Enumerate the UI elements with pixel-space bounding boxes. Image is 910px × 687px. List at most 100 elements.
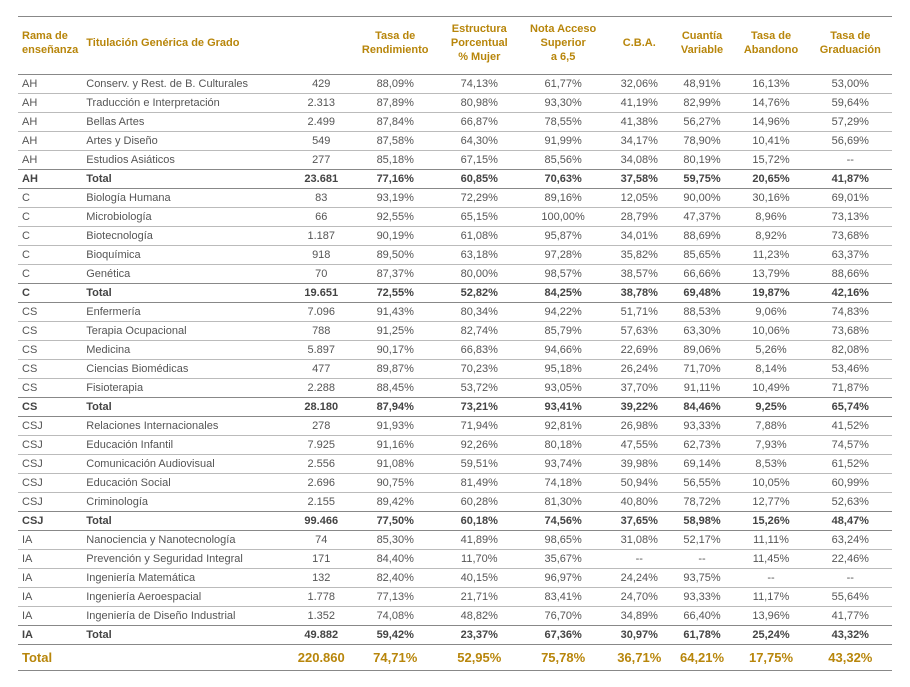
cell: CSJ (18, 436, 82, 455)
cell: CS (18, 341, 82, 360)
cell: Medicina (82, 341, 292, 360)
cell: 82,08% (809, 341, 892, 360)
cell: 53,00% (809, 75, 892, 94)
table-row: CSJRelaciones Internacionales27891,93%71… (18, 417, 892, 436)
table-row: CBiotecnología1.18790,19%61,08%95,87%34,… (18, 227, 892, 246)
cell: 74,71% (350, 645, 440, 671)
cell: 93,05% (518, 379, 607, 398)
table-row: CSCiencias Biomédicas47789,87%70,23%95,1… (18, 360, 892, 379)
cell: CSJ (18, 474, 82, 493)
cell: 34,89% (608, 607, 671, 626)
column-header-rend: Tasa deRendimiento (350, 17, 440, 75)
cell: 26,24% (608, 360, 671, 379)
cell: 49.882 (292, 626, 350, 645)
cell: -- (608, 550, 671, 569)
cell (82, 645, 292, 671)
cell: 20,65% (733, 170, 808, 189)
cell: 91,08% (350, 455, 440, 474)
subtotal-row: AHTotal23.68177,16%60,85%70,63%37,58%59,… (18, 170, 892, 189)
cell: 74,13% (440, 75, 518, 94)
cell: 91,25% (350, 322, 440, 341)
cell: 77,13% (350, 588, 440, 607)
cell: 85,56% (518, 151, 607, 170)
cell: 61,78% (671, 626, 734, 645)
cell: 38,57% (608, 265, 671, 284)
cell: 15,26% (733, 512, 808, 531)
cell: Microbiología (82, 208, 292, 227)
cell: 11,17% (733, 588, 808, 607)
cell: 171 (292, 550, 350, 569)
cell: 10,49% (733, 379, 808, 398)
cell: 11,11% (733, 531, 808, 550)
cell: 12,77% (733, 493, 808, 512)
cell: 64,21% (671, 645, 734, 671)
cell: 98,65% (518, 531, 607, 550)
cell: 132 (292, 569, 350, 588)
subtotal-row: CSJTotal99.46677,50%60,18%74,56%37,65%58… (18, 512, 892, 531)
cell: 81,49% (440, 474, 518, 493)
cell: 69,01% (809, 189, 892, 208)
cell: 65,15% (440, 208, 518, 227)
cell: Total (82, 626, 292, 645)
cell: 58,98% (671, 512, 734, 531)
table-row: CMicrobiología6692,55%65,15%100,00%28,79… (18, 208, 892, 227)
table-row: AHArtes y Diseño54987,58%64,30%91,99%34,… (18, 132, 892, 151)
cell: 84,25% (518, 284, 607, 303)
cell: 90,00% (671, 189, 734, 208)
cell: 47,55% (608, 436, 671, 455)
cell: 59,75% (671, 170, 734, 189)
cell: 66,83% (440, 341, 518, 360)
cell: CSJ (18, 512, 82, 531)
cell: 72,55% (350, 284, 440, 303)
cell: 60,99% (809, 474, 892, 493)
cell: 65,74% (809, 398, 892, 417)
table-row: CGenética7087,37%80,00%98,57%38,57%66,66… (18, 265, 892, 284)
cell: 59,42% (350, 626, 440, 645)
cell: 69,14% (671, 455, 734, 474)
cell: 31,08% (608, 531, 671, 550)
cell: 51,71% (608, 303, 671, 322)
cell: 24,24% (608, 569, 671, 588)
cell: Comunicación Audiovisual (82, 455, 292, 474)
cell: -- (733, 569, 808, 588)
cell: 30,16% (733, 189, 808, 208)
table-row: CSFisioterapia2.28888,45%53,72%93,05%37,… (18, 379, 892, 398)
cell: IA (18, 607, 82, 626)
cell: 60,85% (440, 170, 518, 189)
cell: 72,29% (440, 189, 518, 208)
cell: 52,95% (440, 645, 518, 671)
cell: 35,67% (518, 550, 607, 569)
cell: 43,32% (809, 626, 892, 645)
cell: 34,01% (608, 227, 671, 246)
cell: 5.897 (292, 341, 350, 360)
cell: Enfermería (82, 303, 292, 322)
cell: 40,15% (440, 569, 518, 588)
cell: 41,89% (440, 531, 518, 550)
cell: 83,41% (518, 588, 607, 607)
table-row: CSJEducación Social2.69690,75%81,49%74,1… (18, 474, 892, 493)
cell: 429 (292, 75, 350, 94)
cell: 70 (292, 265, 350, 284)
cell: 34,08% (608, 151, 671, 170)
cell: 80,98% (440, 94, 518, 113)
cell: IA (18, 569, 82, 588)
cell: 63,37% (809, 246, 892, 265)
cell: 15,72% (733, 151, 808, 170)
cell: Ciencias Biomédicas (82, 360, 292, 379)
cell: 43,32% (809, 645, 892, 671)
table-row: CSJComunicación Audiovisual2.55691,08%59… (18, 455, 892, 474)
table-row: CBiología Humana8393,19%72,29%89,16%12,0… (18, 189, 892, 208)
cell: 88,66% (809, 265, 892, 284)
cell: 39,98% (608, 455, 671, 474)
cell: 59,51% (440, 455, 518, 474)
cell: 87,89% (350, 94, 440, 113)
cell: Educación Infantil (82, 436, 292, 455)
cell: 77,50% (350, 512, 440, 531)
cell: 37,70% (608, 379, 671, 398)
grand-total-row: Total220.86074,71%52,95%75,78%36,71%64,2… (18, 645, 892, 671)
subtotal-row: CTotal19.65172,55%52,82%84,25%38,78%69,4… (18, 284, 892, 303)
cell: 12,05% (608, 189, 671, 208)
cell: AH (18, 94, 82, 113)
cell: 41,87% (809, 170, 892, 189)
cell: 30,97% (608, 626, 671, 645)
